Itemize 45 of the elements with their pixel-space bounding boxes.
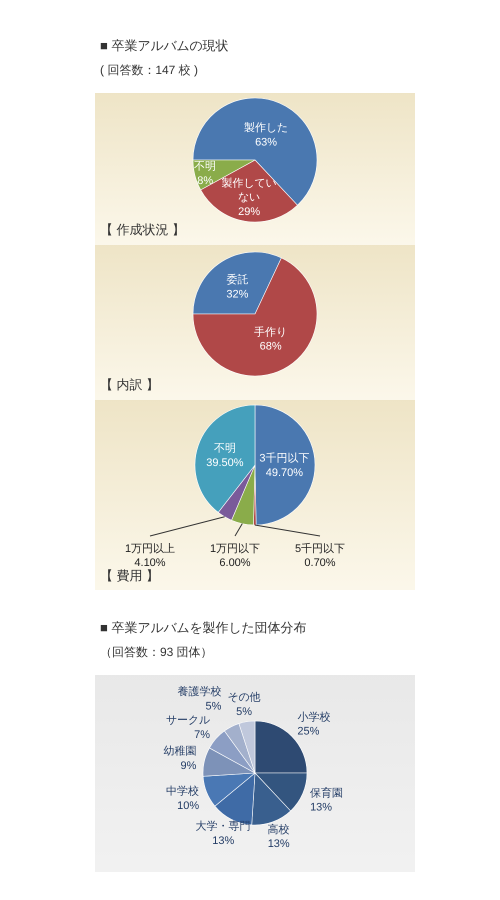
data-label: 5% (236, 706, 252, 718)
slice-label: 大学・専門 (196, 820, 251, 833)
data-label: 7% (194, 728, 210, 741)
text: 【 内訳 】 (100, 377, 160, 392)
data-label: 13% (310, 802, 332, 814)
slice-label: 製作していない (222, 176, 277, 204)
data-label: 10% (177, 800, 200, 812)
slice-label: 委託 (226, 273, 248, 286)
slice-label: 不明 (214, 442, 236, 455)
slice-label: 1万円以上 (124, 542, 176, 555)
data-label: 4.10% (134, 557, 166, 570)
data-label: 49.70% (266, 466, 304, 479)
data-label: 6.00% (219, 557, 251, 570)
data-label: 29% (238, 206, 260, 218)
data-label: 5% (206, 700, 222, 712)
slice-label: 高校 (268, 822, 290, 836)
slice-label: 1万円以下 (210, 542, 260, 555)
data-label: 39.50% (206, 456, 244, 469)
data-label: 13% (212, 834, 234, 847)
slice-label: 手作り (254, 325, 288, 338)
slice-label: 保育園 (310, 786, 344, 800)
slice-label: その他 (228, 692, 261, 704)
slice-label: 幼稚園 (163, 744, 196, 758)
data-label: 25% (297, 726, 320, 738)
slice-label: 不明 (194, 160, 216, 173)
data-label: 13% (268, 838, 290, 850)
slice-label: 3千円以下 (259, 452, 310, 465)
data-label: 32% (226, 288, 249, 300)
slice-label: 中学校 (166, 784, 200, 798)
chart-subtitle: （回答数：93 団体） (100, 645, 213, 659)
text: 【 費用 】 (100, 568, 160, 583)
data-label: 9% (180, 760, 197, 772)
chart-subtitle: ( 回答数：147 校 ) (100, 63, 198, 77)
chart-title: ■ 卒業アルバムを製作した団体分布 (100, 620, 306, 635)
data-label: 63% (255, 136, 278, 149)
slice-label: サークル (166, 714, 210, 727)
data-label: 0.70% (304, 557, 336, 570)
text: 【 作成状況 】 (100, 222, 186, 237)
slice-label: 5千円以下 (294, 542, 346, 555)
chart-title: ■ 卒業アルバムの現状 (100, 38, 228, 53)
slice-label: 養護学校 (177, 684, 222, 698)
data-label: 8% (197, 174, 214, 187)
slice-label: 製作した (244, 121, 288, 134)
slice-label: 小学校 (297, 710, 330, 724)
data-label: 68% (260, 340, 282, 353)
